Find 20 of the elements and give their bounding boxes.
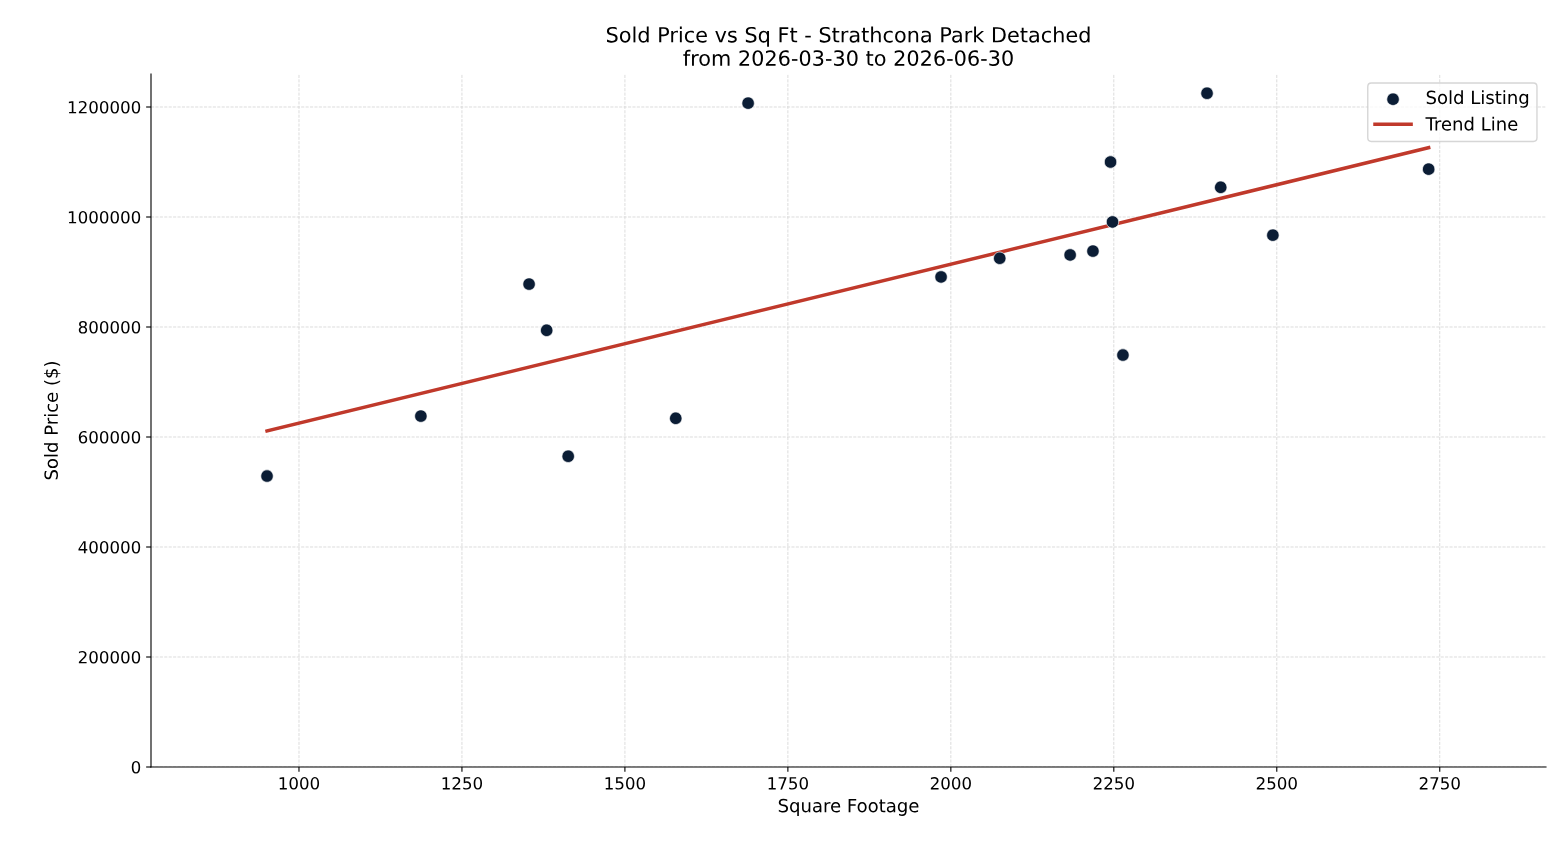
y-tick-label: 800000 [78,320,141,334]
y-tick-label: 600000 [78,430,141,444]
x-axis-title: Square Footage [778,798,919,816]
x-tick-label: 1000 [279,777,320,790]
x-tick-label: 1750 [768,777,808,790]
x-tick-label: 2000 [930,777,971,790]
x-tick-label: 2250 [1093,777,1134,790]
x-tick-label: 2750 [1419,777,1460,790]
x-tick-label: 1500 [605,777,646,790]
y-tick-label: 0 [131,760,141,774]
y-tick-label: 1000000 [68,210,141,224]
x-tick-label: 2500 [1256,777,1297,790]
chart-title: Sold Price vs Sq Ft - Strathcona Park Detached from 2026-03-30 to 2026-06-30 [606,26,1090,66]
legend-label: Trend Line [1425,116,1518,131]
y-tick-label: 200000 [78,650,141,664]
y-tick-label: 1200000 [68,100,141,114]
x-tick-label: 1250 [442,777,483,790]
legend-label: Sold Listing [1426,90,1529,108]
y-axis-title: Sold Price ($) [44,362,61,480]
y-tick-label: 400000 [78,540,141,554]
